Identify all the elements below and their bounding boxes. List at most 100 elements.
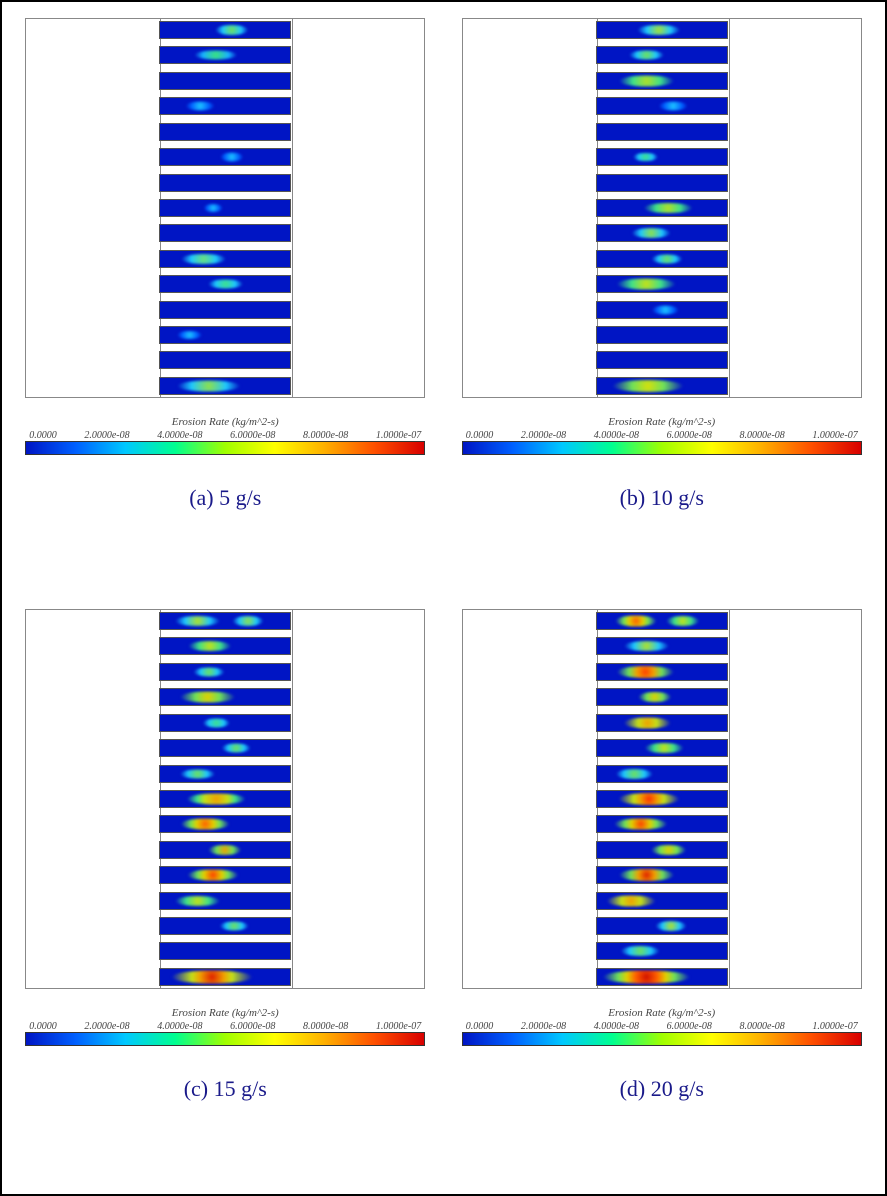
colorbar-tick-label: 8.0000e-08: [303, 430, 348, 441]
erosion-hotspot: [189, 641, 231, 651]
erosion-hotspot: [172, 970, 252, 983]
erosion-hotspot: [177, 380, 239, 391]
erosion-hotspot: [620, 75, 674, 86]
erosion-slab: [596, 174, 728, 192]
erosion-hotspot: [633, 153, 657, 161]
erosion-slab: [596, 275, 728, 293]
colorbar-labels: 0.00002.0000e-084.0000e-086.0000e-088.00…: [25, 430, 425, 441]
erosion-slab: [159, 714, 291, 732]
erosion-hotspot: [195, 51, 237, 60]
erosion-hotspot: [177, 331, 201, 339]
erosion-slab: [159, 637, 291, 655]
panel: Erosion Rate (kg/m^2-s) 0.00002.0000e-084…: [449, 12, 876, 593]
erosion-slab: [159, 841, 291, 859]
erosion-hotspot: [175, 896, 219, 906]
erosion-hotspot: [616, 616, 656, 627]
erosion-hotspot: [182, 254, 226, 264]
colorbar-gradient: [25, 1032, 425, 1046]
colorbar-title: Erosion Rate (kg/m^2-s): [462, 416, 862, 428]
erosion-slab: [159, 688, 291, 706]
erosion-hotspot: [617, 279, 675, 290]
erosion-hotspot: [220, 153, 242, 162]
caption-prefix: (b): [620, 485, 651, 510]
erosion-hotspot: [187, 793, 245, 804]
panel-caption: (d) 20 g/s: [620, 1076, 704, 1102]
colorbar-tick-label: 1.0000e-07: [376, 1021, 421, 1032]
erosion-slab: [596, 97, 728, 115]
erosion-slab: [596, 968, 728, 986]
erosion-slab: [159, 123, 291, 141]
colorbar-tick-label: 6.0000e-08: [230, 1021, 275, 1032]
erosion-slab: [596, 663, 728, 681]
erosion-hotspot: [625, 717, 671, 728]
colorbar-labels: 0.00002.0000e-084.0000e-086.0000e-088.00…: [25, 1021, 425, 1032]
erosion-hotspot: [644, 203, 692, 213]
erosion-hotspot: [186, 102, 214, 111]
simulation-box: [25, 609, 425, 989]
caption-value: 10 g/s: [651, 485, 704, 510]
erosion-slab: [159, 148, 291, 166]
colorbar-tick-label: 0.0000: [29, 430, 57, 441]
erosion-slab: [596, 942, 728, 960]
erosion-hotspot: [617, 769, 653, 779]
erosion-slab: [159, 765, 291, 783]
erosion-slab: [596, 637, 728, 655]
erosion-hotspot: [194, 667, 224, 676]
erosion-slab: [159, 301, 291, 319]
simulation-box: [25, 18, 425, 398]
erosion-slab: [596, 301, 728, 319]
erosion-hotspot: [656, 921, 686, 931]
erosion-hotspot: [209, 280, 243, 289]
erosion-hotspot: [653, 305, 679, 314]
erosion-hotspot: [222, 744, 250, 753]
erosion-slab: [596, 351, 728, 369]
colorbar-area: Erosion Rate (kg/m^2-s)0.00002.0000e-084…: [462, 1007, 862, 1046]
erosion-hotspot: [216, 25, 248, 35]
panel-caption: (a) 5 g/s: [189, 485, 261, 511]
colorbar-gradient: [462, 441, 862, 455]
erosion-slab: [159, 46, 291, 64]
erosion-slab: [596, 866, 728, 884]
erosion-slab: [596, 148, 728, 166]
erosion-slab: [159, 250, 291, 268]
erosion-hotspot: [652, 254, 682, 263]
erosion-hotspot: [204, 204, 222, 212]
erosion-hotspot: [175, 616, 219, 626]
erosion-hotspot: [619, 793, 679, 805]
colorbar-labels: 0.00002.0000e-084.0000e-086.0000e-088.00…: [462, 430, 862, 441]
colorbar-tick-label: 1.0000e-07: [376, 430, 421, 441]
erosion-hotspot: [181, 819, 229, 830]
colorbar-tick-label: 6.0000e-08: [230, 430, 275, 441]
erosion-slab: [596, 739, 728, 757]
colorbar-tick-label: 6.0000e-08: [667, 430, 712, 441]
erosion-column: [596, 610, 728, 988]
colorbar-tick-label: 8.0000e-08: [740, 1021, 785, 1032]
erosion-slab: [159, 815, 291, 833]
erosion-column: [596, 19, 728, 397]
erosion-slab: [596, 250, 728, 268]
erosion-hotspot: [652, 845, 686, 855]
erosion-slab: [159, 174, 291, 192]
erosion-hotspot: [188, 870, 238, 881]
colorbar-tick-label: 8.0000e-08: [740, 430, 785, 441]
erosion-hotspot: [220, 922, 248, 931]
erosion-column: [159, 610, 291, 988]
erosion-hotspot: [632, 228, 670, 238]
erosion-hotspot: [625, 641, 669, 651]
erosion-slab: [159, 224, 291, 242]
erosion-slab: [159, 739, 291, 757]
erosion-hotspot: [630, 51, 664, 60]
erosion-slab: [596, 199, 728, 217]
erosion-hotspot: [209, 845, 241, 855]
panel-caption: (c) 15 g/s: [184, 1076, 267, 1102]
simulation-box: [462, 609, 862, 989]
erosion-hotspot: [203, 718, 229, 727]
erosion-slab: [596, 892, 728, 910]
erosion-slab: [596, 917, 728, 935]
colorbar-area: Erosion Rate (kg/m^2-s) 0.00002.0000e-084…: [462, 416, 862, 455]
erosion-slab: [596, 224, 728, 242]
erosion-slab: [159, 790, 291, 808]
panel: Erosion Rate (kg/m^2-s)0.00002.0000e-084…: [12, 603, 439, 1184]
colorbar-tick-label: 1.0000e-07: [812, 1021, 857, 1032]
erosion-hotspot: [615, 819, 667, 830]
